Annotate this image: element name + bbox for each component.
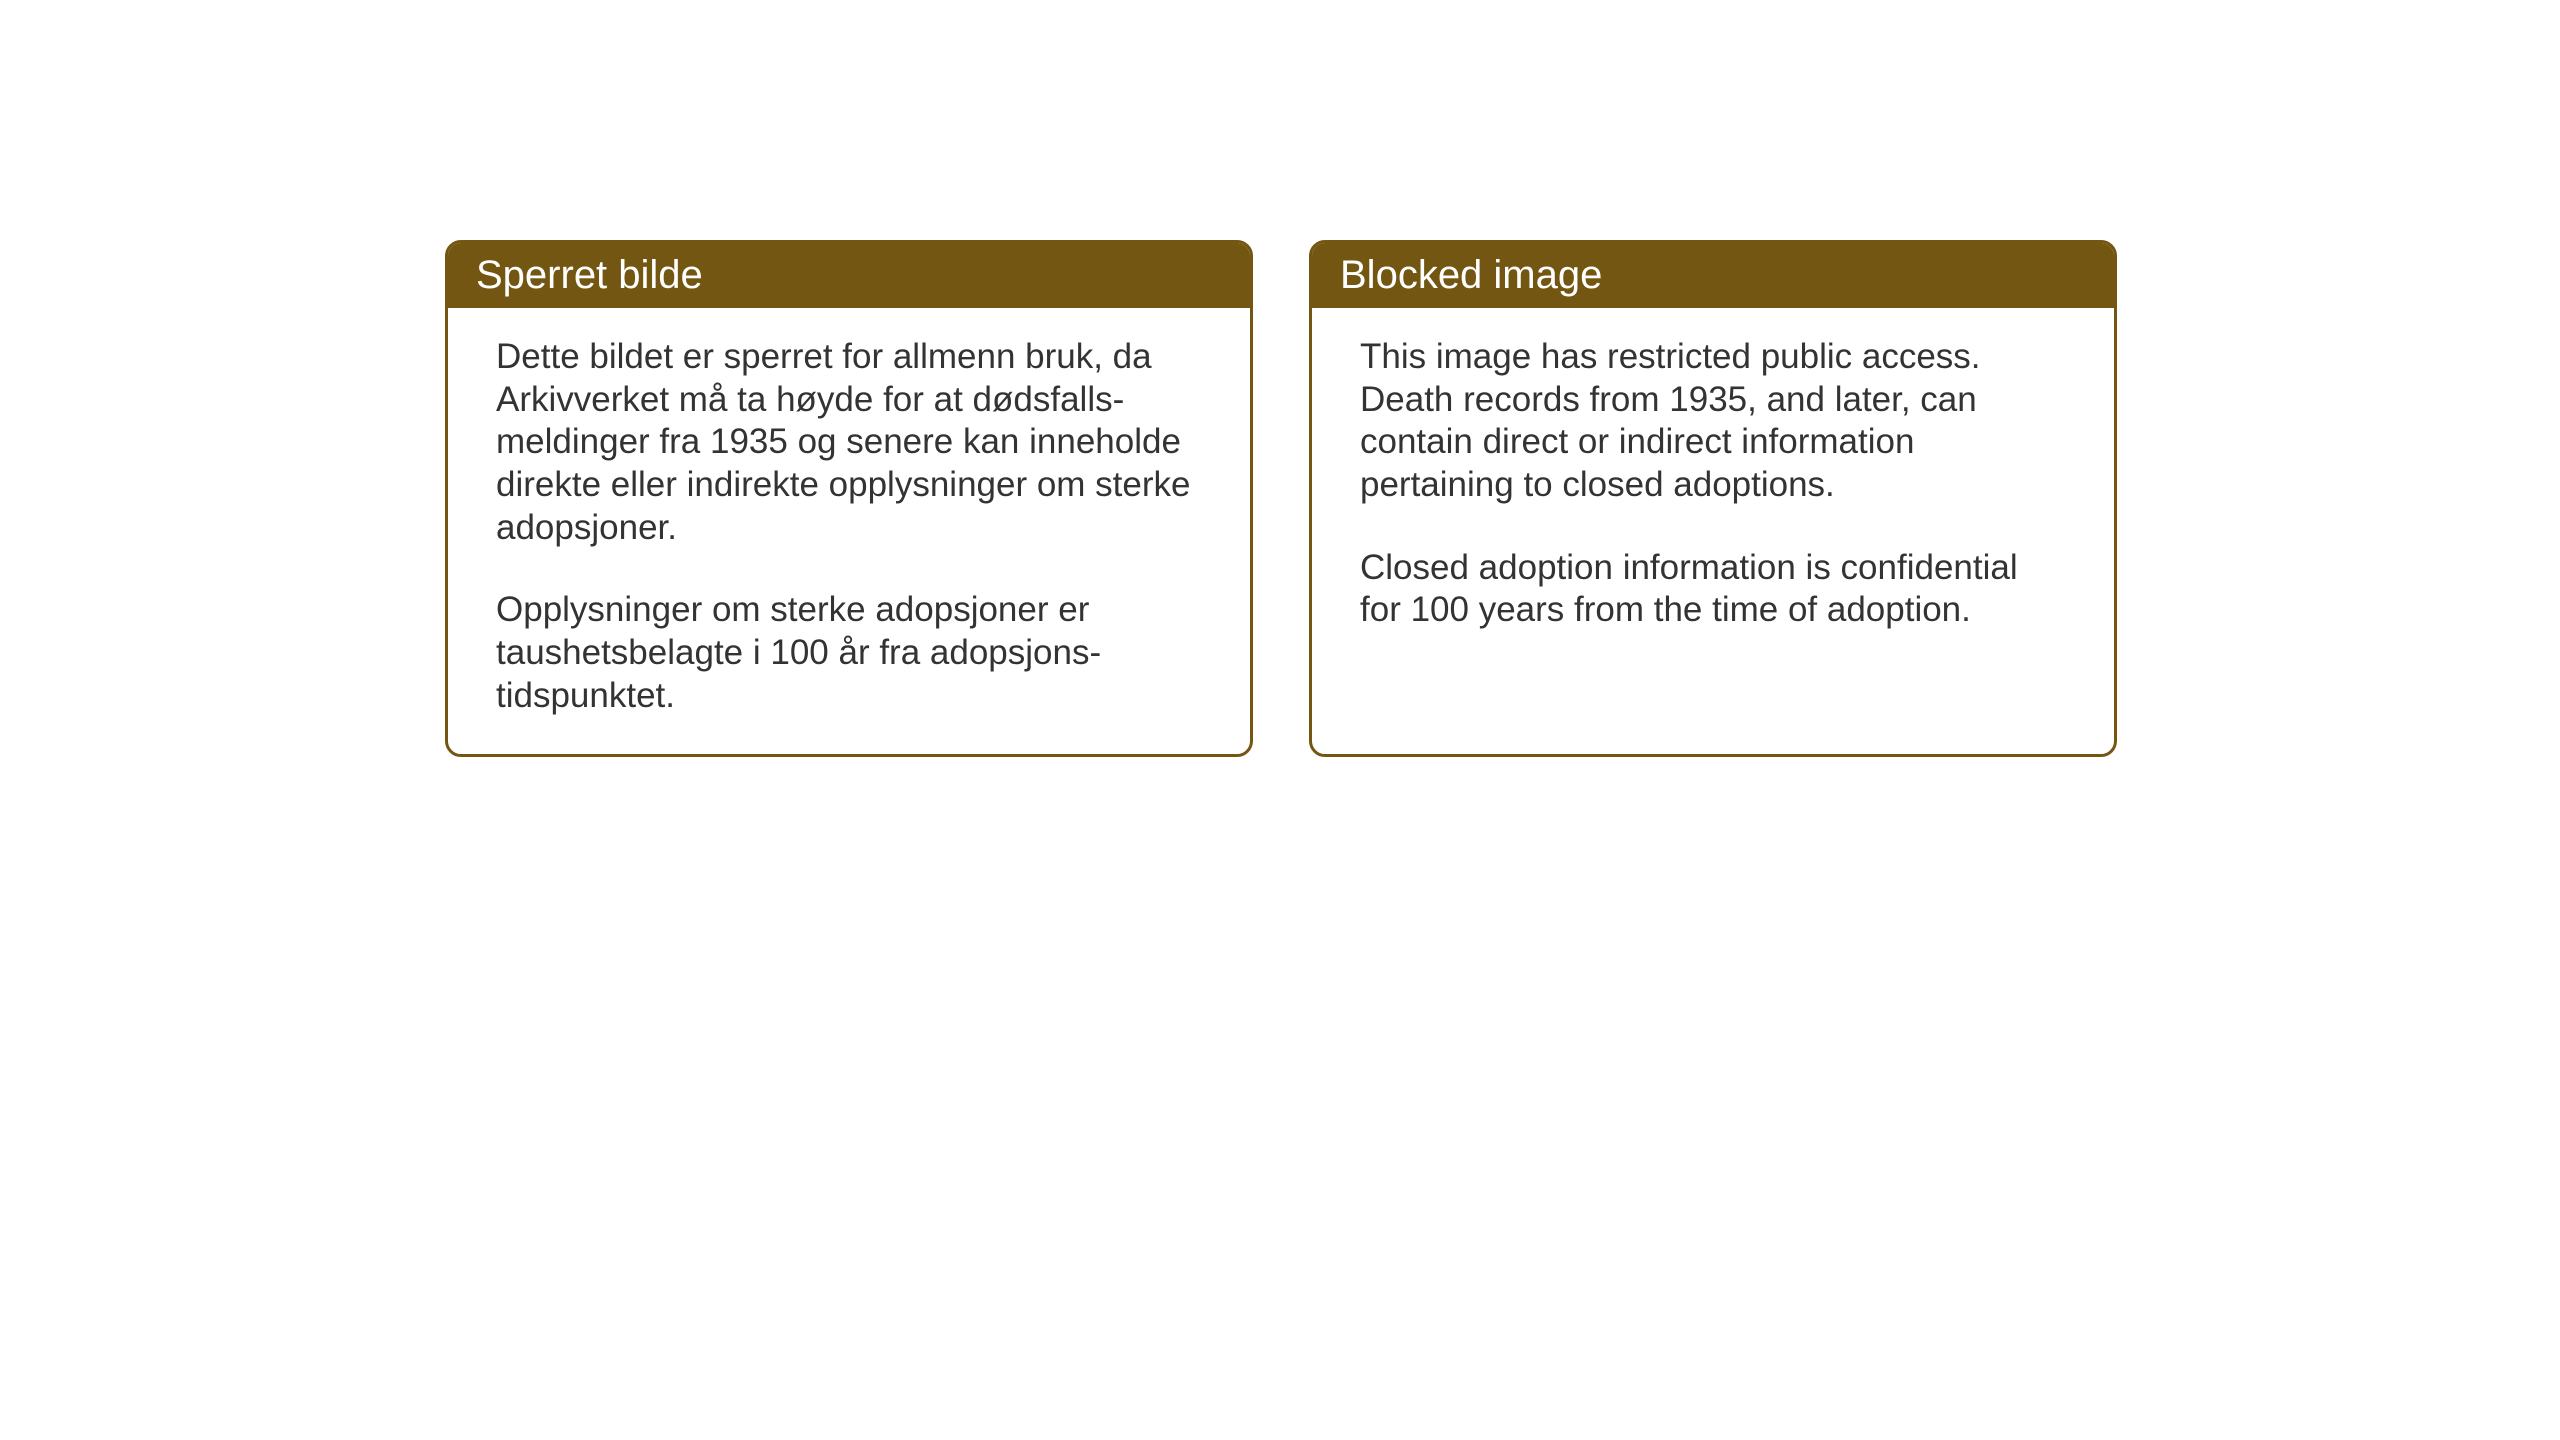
- notice-container: Sperret bilde Dette bildet er sperret fo…: [445, 240, 2117, 757]
- english-notice-body: This image has restricted public access.…: [1312, 308, 2114, 668]
- norwegian-paragraph-1: Dette bildet er sperret for allmenn bruk…: [496, 336, 1202, 549]
- english-paragraph-2: Closed adoption information is confident…: [1360, 547, 2066, 632]
- norwegian-notice-box: Sperret bilde Dette bildet er sperret fo…: [445, 240, 1253, 757]
- english-notice-title: Blocked image: [1312, 243, 2114, 308]
- norwegian-notice-body: Dette bildet er sperret for allmenn bruk…: [448, 308, 1250, 754]
- english-paragraph-1: This image has restricted public access.…: [1360, 336, 2066, 507]
- norwegian-paragraph-2: Opplysninger om sterke adopsjoner er tau…: [496, 589, 1202, 717]
- english-notice-box: Blocked image This image has restricted …: [1309, 240, 2117, 757]
- norwegian-notice-title: Sperret bilde: [448, 243, 1250, 308]
